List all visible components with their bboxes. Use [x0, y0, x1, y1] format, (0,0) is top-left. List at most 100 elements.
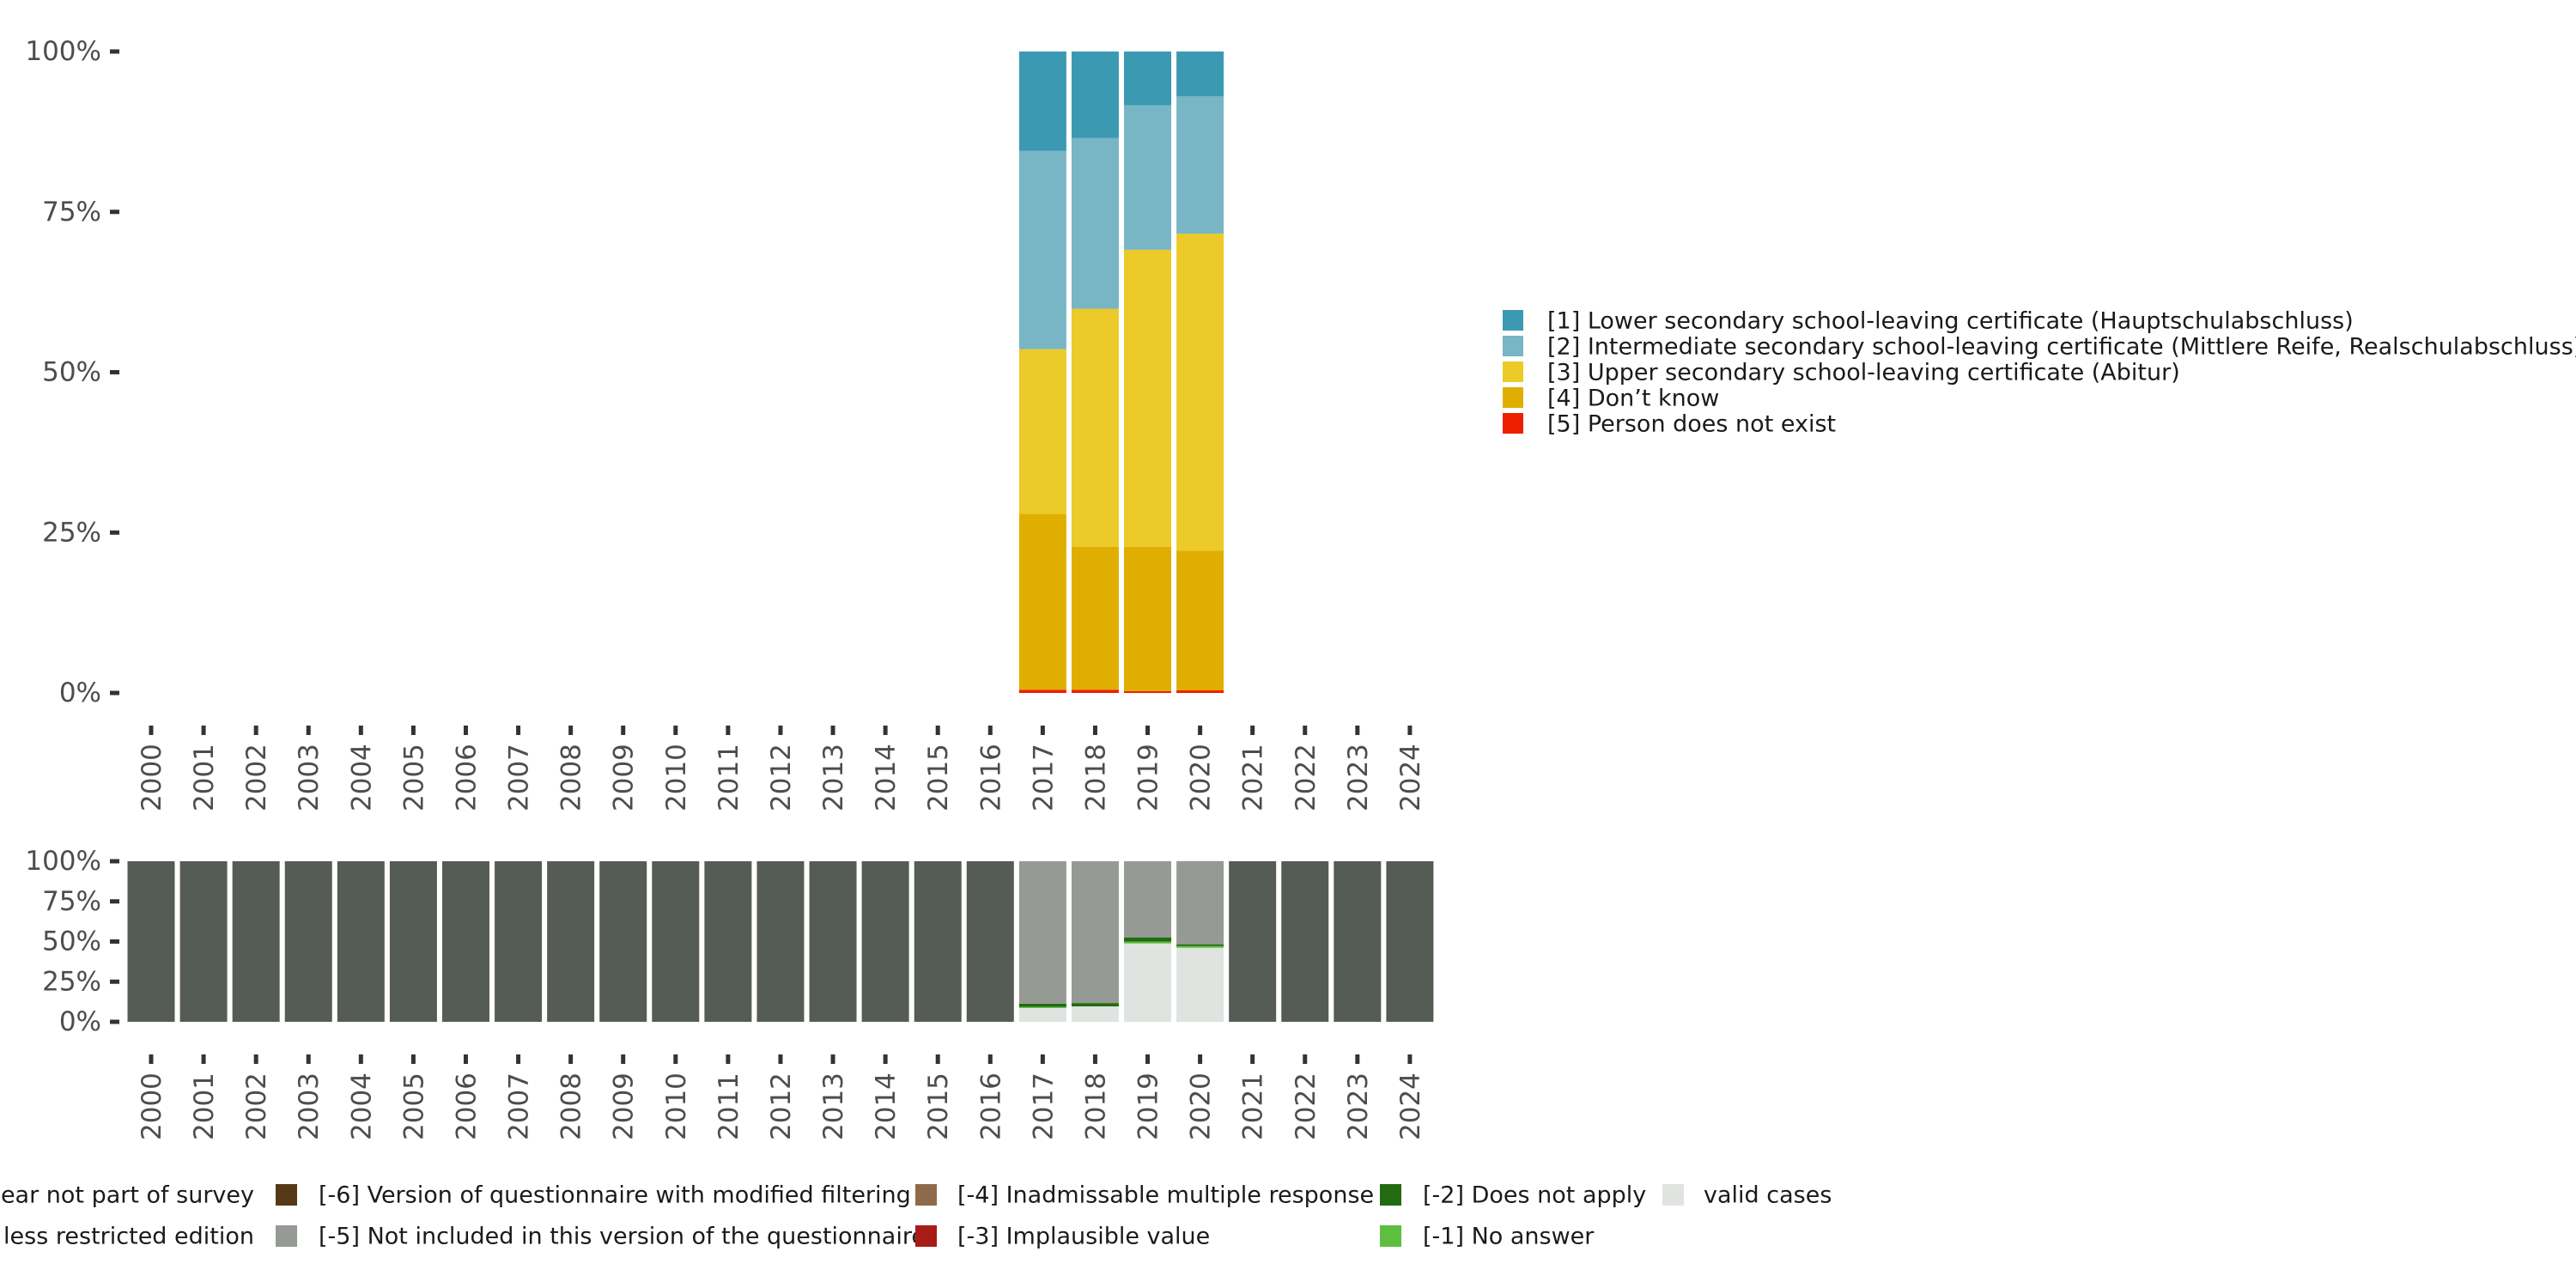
legend-label: [5] Person does not exist — [1547, 411, 1836, 438]
bottom-xtick-label: 2002 — [241, 1072, 272, 1140]
bottom-bar-segment — [1124, 943, 1172, 1022]
legend-label: [4] Don’t know — [1547, 386, 1719, 412]
top-chart-distribution: 0% 25% 50% 75% 100% 2000 2001 2002 2003 2004 2005 2… — [25, 36, 1426, 811]
legend-swatch — [276, 1184, 297, 1206]
bottom-bar-segment — [809, 861, 857, 1022]
top-bar-segment — [1124, 249, 1172, 547]
top-bar-segment — [1124, 105, 1172, 250]
top-xtick-label: 2022 — [1291, 744, 1321, 811]
bottom-xtick-label: 2013 — [818, 1072, 849, 1140]
legend-swatch — [1662, 1184, 1684, 1206]
top-bar-segment — [1176, 550, 1224, 691]
bottom-chart-missing-values: 0% 25% 50% 75% 100% 2000 2001 2002 2003 2004 2005 2… — [25, 846, 1434, 1140]
top-xtick-label: 2021 — [1238, 744, 1269, 811]
top-bar-segment — [1071, 546, 1119, 690]
bottom-xtick-label: 2016 — [975, 1072, 1006, 1140]
bottom-bar-segment — [1018, 1003, 1066, 1007]
top-xtick-label: 2001 — [189, 744, 220, 811]
bottom-ytick-label: 50% — [42, 927, 101, 957]
top-xtick-label: 2008 — [556, 744, 587, 811]
top-bar-segment — [1124, 52, 1172, 106]
top-xtick-label: 2012 — [766, 744, 797, 811]
bottom-bar-segment — [1071, 861, 1119, 1004]
legend-label: valid cases — [1704, 1182, 1832, 1209]
bottom-bar-segment — [652, 861, 700, 1022]
bottom-xtick-label: 2014 — [871, 1072, 902, 1140]
bottom-bar-segment — [1281, 861, 1329, 1022]
top-xtick-label: 2014 — [871, 744, 902, 811]
bottom-xtick-label: 2003 — [294, 1072, 325, 1140]
bottom-bar-segment — [861, 861, 909, 1022]
legend-label: [-6] Version of questionnaire with modif… — [319, 1182, 911, 1209]
top-xtick-label: 2017 — [1028, 744, 1059, 811]
bottom-bar-segment — [179, 861, 228, 1022]
bottom-xtick-label: 2010 — [661, 1072, 692, 1140]
bottom-xtick-label: 2008 — [556, 1072, 587, 1140]
bottom-xtick-label: 2006 — [451, 1072, 482, 1140]
bottom-bar-segment — [1176, 945, 1224, 948]
bottom-bar-segment — [704, 861, 752, 1022]
top-bar-segment — [1071, 690, 1119, 693]
bottom-ytick-label: 100% — [25, 846, 101, 877]
bottom-bar-segment — [1071, 1006, 1119, 1022]
legend-label: [1] Lower secondary school-leaving certi… — [1547, 308, 2354, 335]
bottom-bar-segment — [232, 861, 280, 1022]
bottom-bar-segment — [1176, 947, 1224, 1022]
top-bar-segment — [1071, 308, 1119, 547]
bottom-bar-segment — [495, 861, 543, 1022]
top-xtick-label: 2011 — [714, 744, 744, 811]
bottom-bar-segment — [1334, 861, 1382, 1022]
top-xtick-label: 2020 — [1186, 744, 1217, 811]
bottom-xtick-label: 2020 — [1186, 1072, 1217, 1140]
bottom-bar-segment — [1176, 944, 1224, 946]
bottom-legend: ear not part of survey [-6] Version of qu… — [0, 1182, 1832, 1250]
legend-label: [-1] No answer — [1423, 1224, 1595, 1250]
top-xtick-label: 2003 — [294, 744, 325, 811]
bottom-xtick-label: 2005 — [398, 1072, 429, 1140]
bottom-bar-segment — [127, 861, 175, 1022]
bottom-ytick-label: 0% — [59, 1006, 101, 1037]
top-xtick-label: 2002 — [241, 744, 272, 811]
bottom-xtick-label: 2007 — [504, 1072, 535, 1140]
bottom-bar-segment — [1229, 861, 1277, 1022]
top-bar-segment — [1018, 349, 1066, 514]
top-xtick-label: 2013 — [818, 744, 849, 811]
top-ytick-label: 100% — [25, 36, 101, 67]
legend-label: [2] Intermediate secondary school-leavin… — [1547, 334, 2576, 361]
legend-label: [3] Upper secondary school-leaving certi… — [1547, 360, 2180, 386]
bottom-bar-segment — [966, 861, 1014, 1022]
legend-swatch — [1503, 310, 1523, 331]
top-legend: [1] Lower secondary school-leaving certi… — [1503, 308, 2576, 438]
bottom-bar-segment — [756, 861, 805, 1022]
top-bar-segment — [1176, 52, 1224, 97]
top-xtick-label: 2004 — [346, 744, 377, 811]
bottom-bar-segment — [1018, 1006, 1066, 1008]
top-xtick-label: 2010 — [661, 744, 692, 811]
bottom-bar-segment — [1018, 861, 1066, 1004]
bottom-xtick-label: 2004 — [346, 1072, 377, 1140]
top-ytick-label: 75% — [42, 197, 101, 228]
bottom-bar-segment — [389, 861, 437, 1022]
top-bar-segment — [1176, 96, 1224, 234]
top-xtick-label: 2019 — [1133, 744, 1164, 811]
bottom-xtick-label: 2012 — [766, 1072, 797, 1140]
top-bar-segment — [1018, 513, 1066, 690]
top-xtick-label: 2015 — [923, 744, 954, 811]
bottom-ytick-label: 75% — [42, 886, 101, 917]
bottom-bar-segment — [1124, 937, 1172, 942]
bottom-bar-segment — [441, 861, 489, 1022]
top-xtick-label: 2023 — [1343, 744, 1374, 811]
legend-swatch — [915, 1184, 937, 1206]
top-bar-segment — [1124, 690, 1172, 693]
top-xtick-label: 2016 — [975, 744, 1006, 811]
top-bar-segment — [1018, 690, 1066, 693]
bottom-bar-segment — [1124, 861, 1172, 938]
bottom-bar-segment — [1386, 861, 1434, 1022]
bottom-bar-segment — [1071, 1003, 1119, 1007]
legend-label: [-2] Does not apply — [1423, 1182, 1646, 1209]
legend-swatch — [1503, 336, 1523, 356]
legend-label: [-3] Implausible value — [957, 1224, 1210, 1250]
bottom-xtick-label: 2009 — [609, 1072, 640, 1140]
top-xtick-label: 2024 — [1395, 744, 1426, 811]
top-xtick-label: 2009 — [609, 744, 640, 811]
